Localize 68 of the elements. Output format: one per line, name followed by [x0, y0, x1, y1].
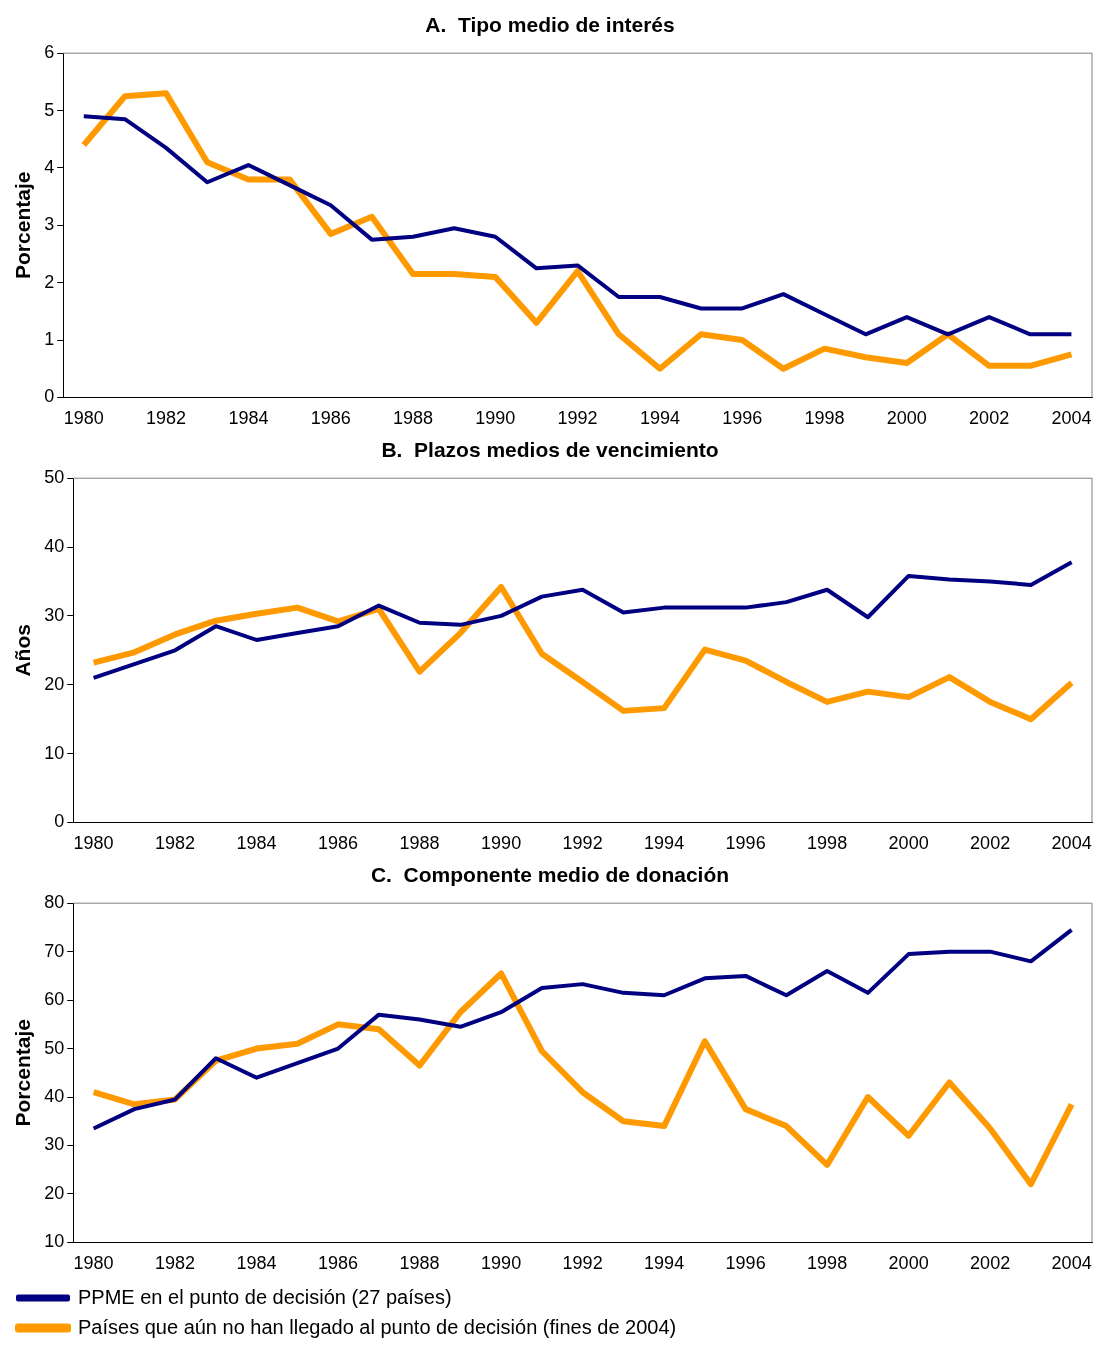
- y-tick-label: 20: [44, 673, 65, 694]
- x-tick-label: 1986: [310, 408, 351, 429]
- y-tick-label: 70: [44, 940, 65, 961]
- y-tick-label: 50: [44, 467, 65, 488]
- x-tick-label: 1990: [481, 833, 522, 854]
- y-tick-label: 40: [44, 536, 65, 557]
- y-axis-title: Porcentaje: [11, 171, 35, 279]
- x-tick-label: 1998: [807, 833, 848, 854]
- x-tick-label: 1992: [562, 833, 603, 854]
- y-tick-label: 6: [44, 42, 55, 63]
- y-tick-label: 20: [44, 1182, 65, 1203]
- x-tick-label: 1992: [557, 408, 598, 429]
- x-tick-label: 1988: [392, 408, 434, 429]
- x-tick-label: 2000: [888, 1253, 929, 1274]
- x-tick-label: 1994: [644, 833, 685, 854]
- chart-title: C. Componente medio de donación: [370, 863, 730, 887]
- x-tick-label: 1982: [155, 833, 196, 854]
- x-tick-label: 1984: [228, 408, 269, 429]
- y-tick-label: 30: [44, 1134, 65, 1155]
- y-tick-label: 5: [44, 99, 55, 120]
- x-tick-label: 1998: [807, 1253, 848, 1274]
- x-tick-label: 1988: [399, 1253, 440, 1274]
- x-tick-label: 1982: [155, 1253, 196, 1274]
- y-tick-label: 10: [44, 742, 65, 763]
- x-tick-label: 1996: [725, 833, 766, 854]
- x-tick-label: 2000: [888, 833, 929, 854]
- y-tick-label: 1: [44, 329, 55, 349]
- y-tick-label: 0: [44, 386, 55, 407]
- x-tick-label: 1980: [63, 408, 104, 429]
- x-tick-label: 1982: [146, 408, 187, 429]
- x-tick-label: 1986: [318, 1253, 359, 1274]
- y-axis-title: Porcentaje: [11, 1019, 35, 1127]
- y-tick-label: 40: [44, 1086, 65, 1106]
- x-tick-label: 1990: [475, 408, 516, 429]
- x-tick-label: 2002: [970, 1253, 1011, 1274]
- chart-title: B. Plazos medios de vencimiento: [381, 438, 719, 462]
- x-tick-label: 1996: [725, 1253, 766, 1274]
- chart-title: A. Tipo medio de interés: [425, 13, 675, 37]
- x-tick-label: 1994: [644, 1253, 685, 1274]
- y-tick-label: 50: [44, 1037, 65, 1058]
- y-tick-label: 0: [54, 811, 65, 832]
- x-tick-label: 1986: [318, 833, 359, 854]
- y-tick-label: 2: [44, 271, 55, 292]
- x-tick-label: 1980: [73, 1253, 114, 1274]
- x-tick-label: 2000: [886, 408, 927, 429]
- y-tick-label: 4: [44, 156, 55, 177]
- x-tick-label: 2002: [970, 833, 1011, 854]
- y-tick-label: 60: [44, 989, 65, 1010]
- y-axis-title: Años: [11, 624, 35, 677]
- x-tick-label: 1988: [399, 833, 440, 854]
- x-tick-label: 1984: [236, 833, 277, 854]
- x-tick-label: 1992: [562, 1253, 603, 1274]
- x-tick-label: 1984: [236, 1253, 277, 1274]
- legend-label: PPME en el punto de decisión (27 países): [78, 1285, 452, 1308]
- y-tick-label: 30: [44, 604, 65, 625]
- x-tick-label: 1998: [804, 408, 845, 429]
- x-tick-label: 2004: [1051, 833, 1092, 854]
- x-tick-label: 2004: [1051, 1253, 1092, 1274]
- y-tick-label: 3: [44, 214, 55, 235]
- legend-label: Países que aún no han llegado al punto de decisión (fines de 2004): [78, 1315, 677, 1338]
- x-tick-label: 1996: [722, 408, 763, 429]
- x-tick-label: 1990: [481, 1253, 522, 1274]
- y-tick-label: 80: [44, 892, 65, 913]
- x-tick-label: 1994: [639, 408, 680, 429]
- y-tick-label: 10: [44, 1231, 65, 1252]
- x-tick-label: 1980: [73, 833, 114, 854]
- x-tick-label: 2004: [1051, 408, 1092, 429]
- x-tick-label: 2002: [969, 408, 1010, 429]
